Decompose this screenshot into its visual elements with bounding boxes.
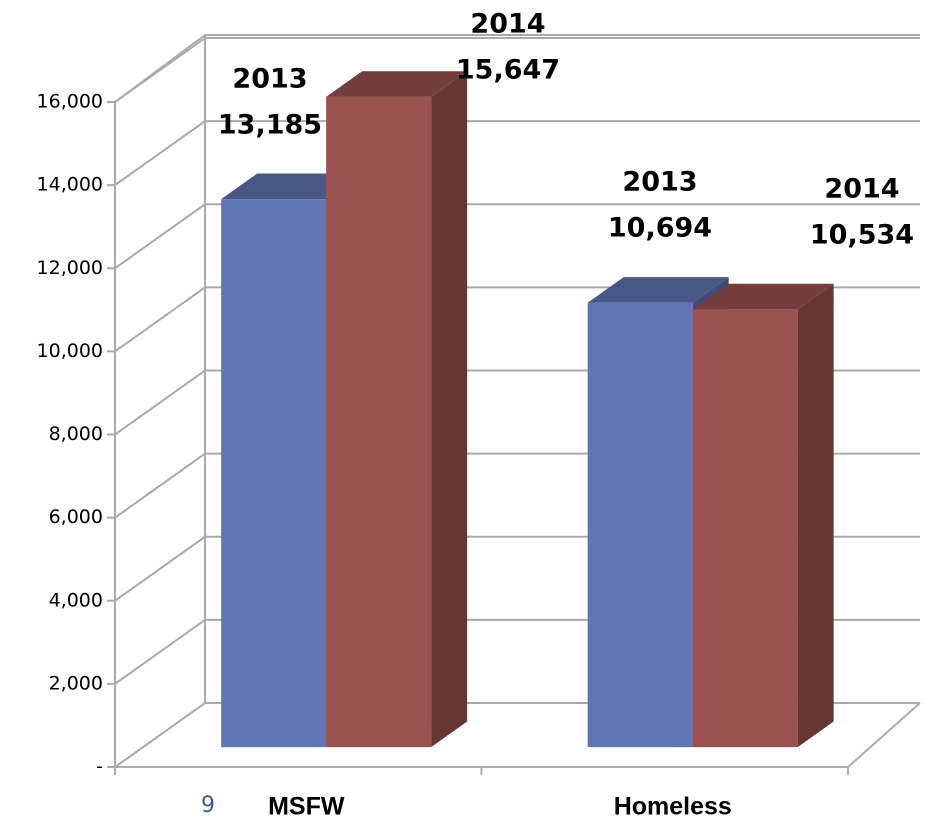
bar-top — [326, 71, 468, 97]
bar — [221, 199, 327, 748]
bar — [692, 309, 798, 748]
x-tick-label: MSFW — [268, 793, 345, 821]
y-tick-label: 2,000 — [49, 672, 103, 694]
bar — [587, 302, 693, 748]
page-number: 9 — [201, 793, 215, 818]
data-label-series: 2014 — [470, 9, 545, 40]
y-tick-label: 14,000 — [37, 174, 103, 196]
y-tick-label: 12,000 — [37, 257, 103, 279]
grid-line — [114, 120, 920, 186]
bar-side — [797, 283, 834, 748]
y-tick-label: - — [96, 756, 103, 778]
data-label-series: 2013 — [622, 167, 697, 198]
y-tick-label: 16,000 — [37, 91, 103, 113]
data-label: 13,185 — [218, 110, 322, 141]
data-label: 10,694 — [608, 213, 712, 244]
data-label-series: 2013 — [232, 64, 307, 95]
bar-top — [692, 283, 834, 310]
bar — [326, 96, 432, 748]
y-tick-label: 4,000 — [49, 589, 103, 611]
grid-line — [114, 37, 920, 103]
x-tick-label: Homeless — [614, 793, 732, 821]
grid-line — [114, 203, 920, 270]
y-tick-label: 10,000 — [37, 340, 103, 362]
data-label: 10,534 — [810, 220, 914, 251]
y-tick-label: 6,000 — [49, 506, 103, 528]
bar-side — [431, 71, 468, 748]
bar-top — [587, 277, 729, 303]
data-label: 15,647 — [456, 55, 560, 86]
data-label-series: 2014 — [824, 174, 899, 205]
floor-edge — [847, 702, 921, 768]
y-tick-label: 8,000 — [49, 423, 103, 445]
